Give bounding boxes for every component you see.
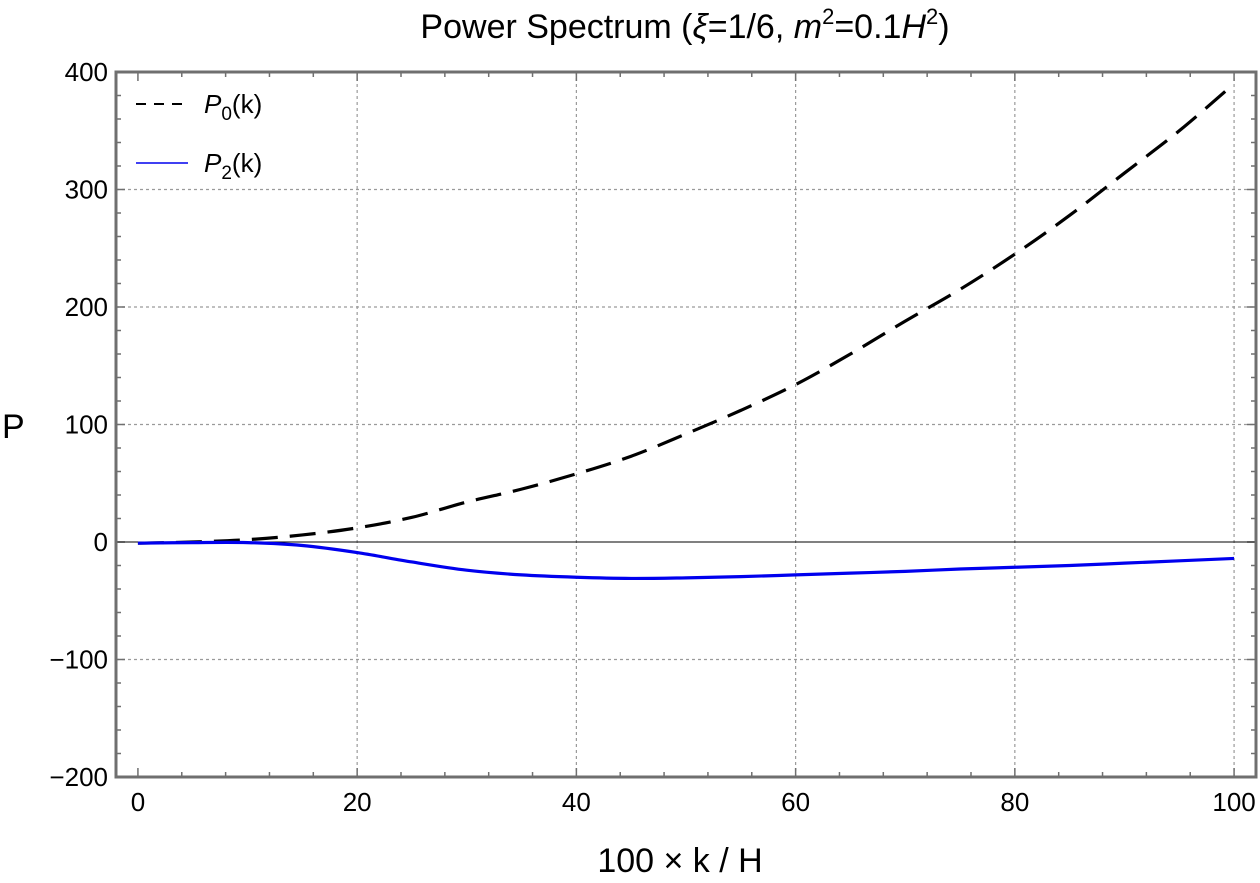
chart-title: Power Spectrum (ξ=1/6, m2=0.1H2) bbox=[420, 4, 949, 46]
x-tick-label: 40 bbox=[562, 787, 591, 817]
y-tick-label: 300 bbox=[65, 175, 108, 205]
y-tick-labels: −200 −100 0 100 200 300 400 bbox=[49, 57, 108, 792]
x-tick-label: 20 bbox=[343, 787, 372, 817]
y-tick-label: 200 bbox=[65, 292, 108, 322]
x-tick-label: 100 bbox=[1212, 787, 1255, 817]
series-line-p0(k) bbox=[137, 82, 1236, 545]
x-tick-labels: 0 20 40 60 80 100 bbox=[131, 787, 1256, 817]
legend-label-p0: P0(k) bbox=[204, 89, 262, 125]
legend: P0(k) P2(k) bbox=[136, 89, 262, 184]
legend-label-p2: P2(k) bbox=[204, 148, 262, 184]
x-tick-label: 60 bbox=[781, 787, 810, 817]
plot-frame bbox=[114, 70, 1258, 779]
x-tick-label: 80 bbox=[1000, 787, 1029, 817]
x-tick-label: 0 bbox=[131, 787, 145, 817]
y-tick-label: 400 bbox=[65, 57, 108, 87]
y-tick-label: −200 bbox=[49, 762, 108, 792]
series-layer bbox=[137, 82, 1236, 581]
y-axis-label: P bbox=[2, 408, 25, 446]
y-tick-label: 100 bbox=[65, 410, 108, 440]
y-tick-label: −100 bbox=[49, 645, 108, 675]
series-line-p2(k) bbox=[137, 540, 1235, 581]
y-tick-label: 0 bbox=[94, 527, 108, 557]
grid bbox=[116, 72, 1256, 777]
x-axis-label: 100 × k / H bbox=[597, 842, 762, 880]
